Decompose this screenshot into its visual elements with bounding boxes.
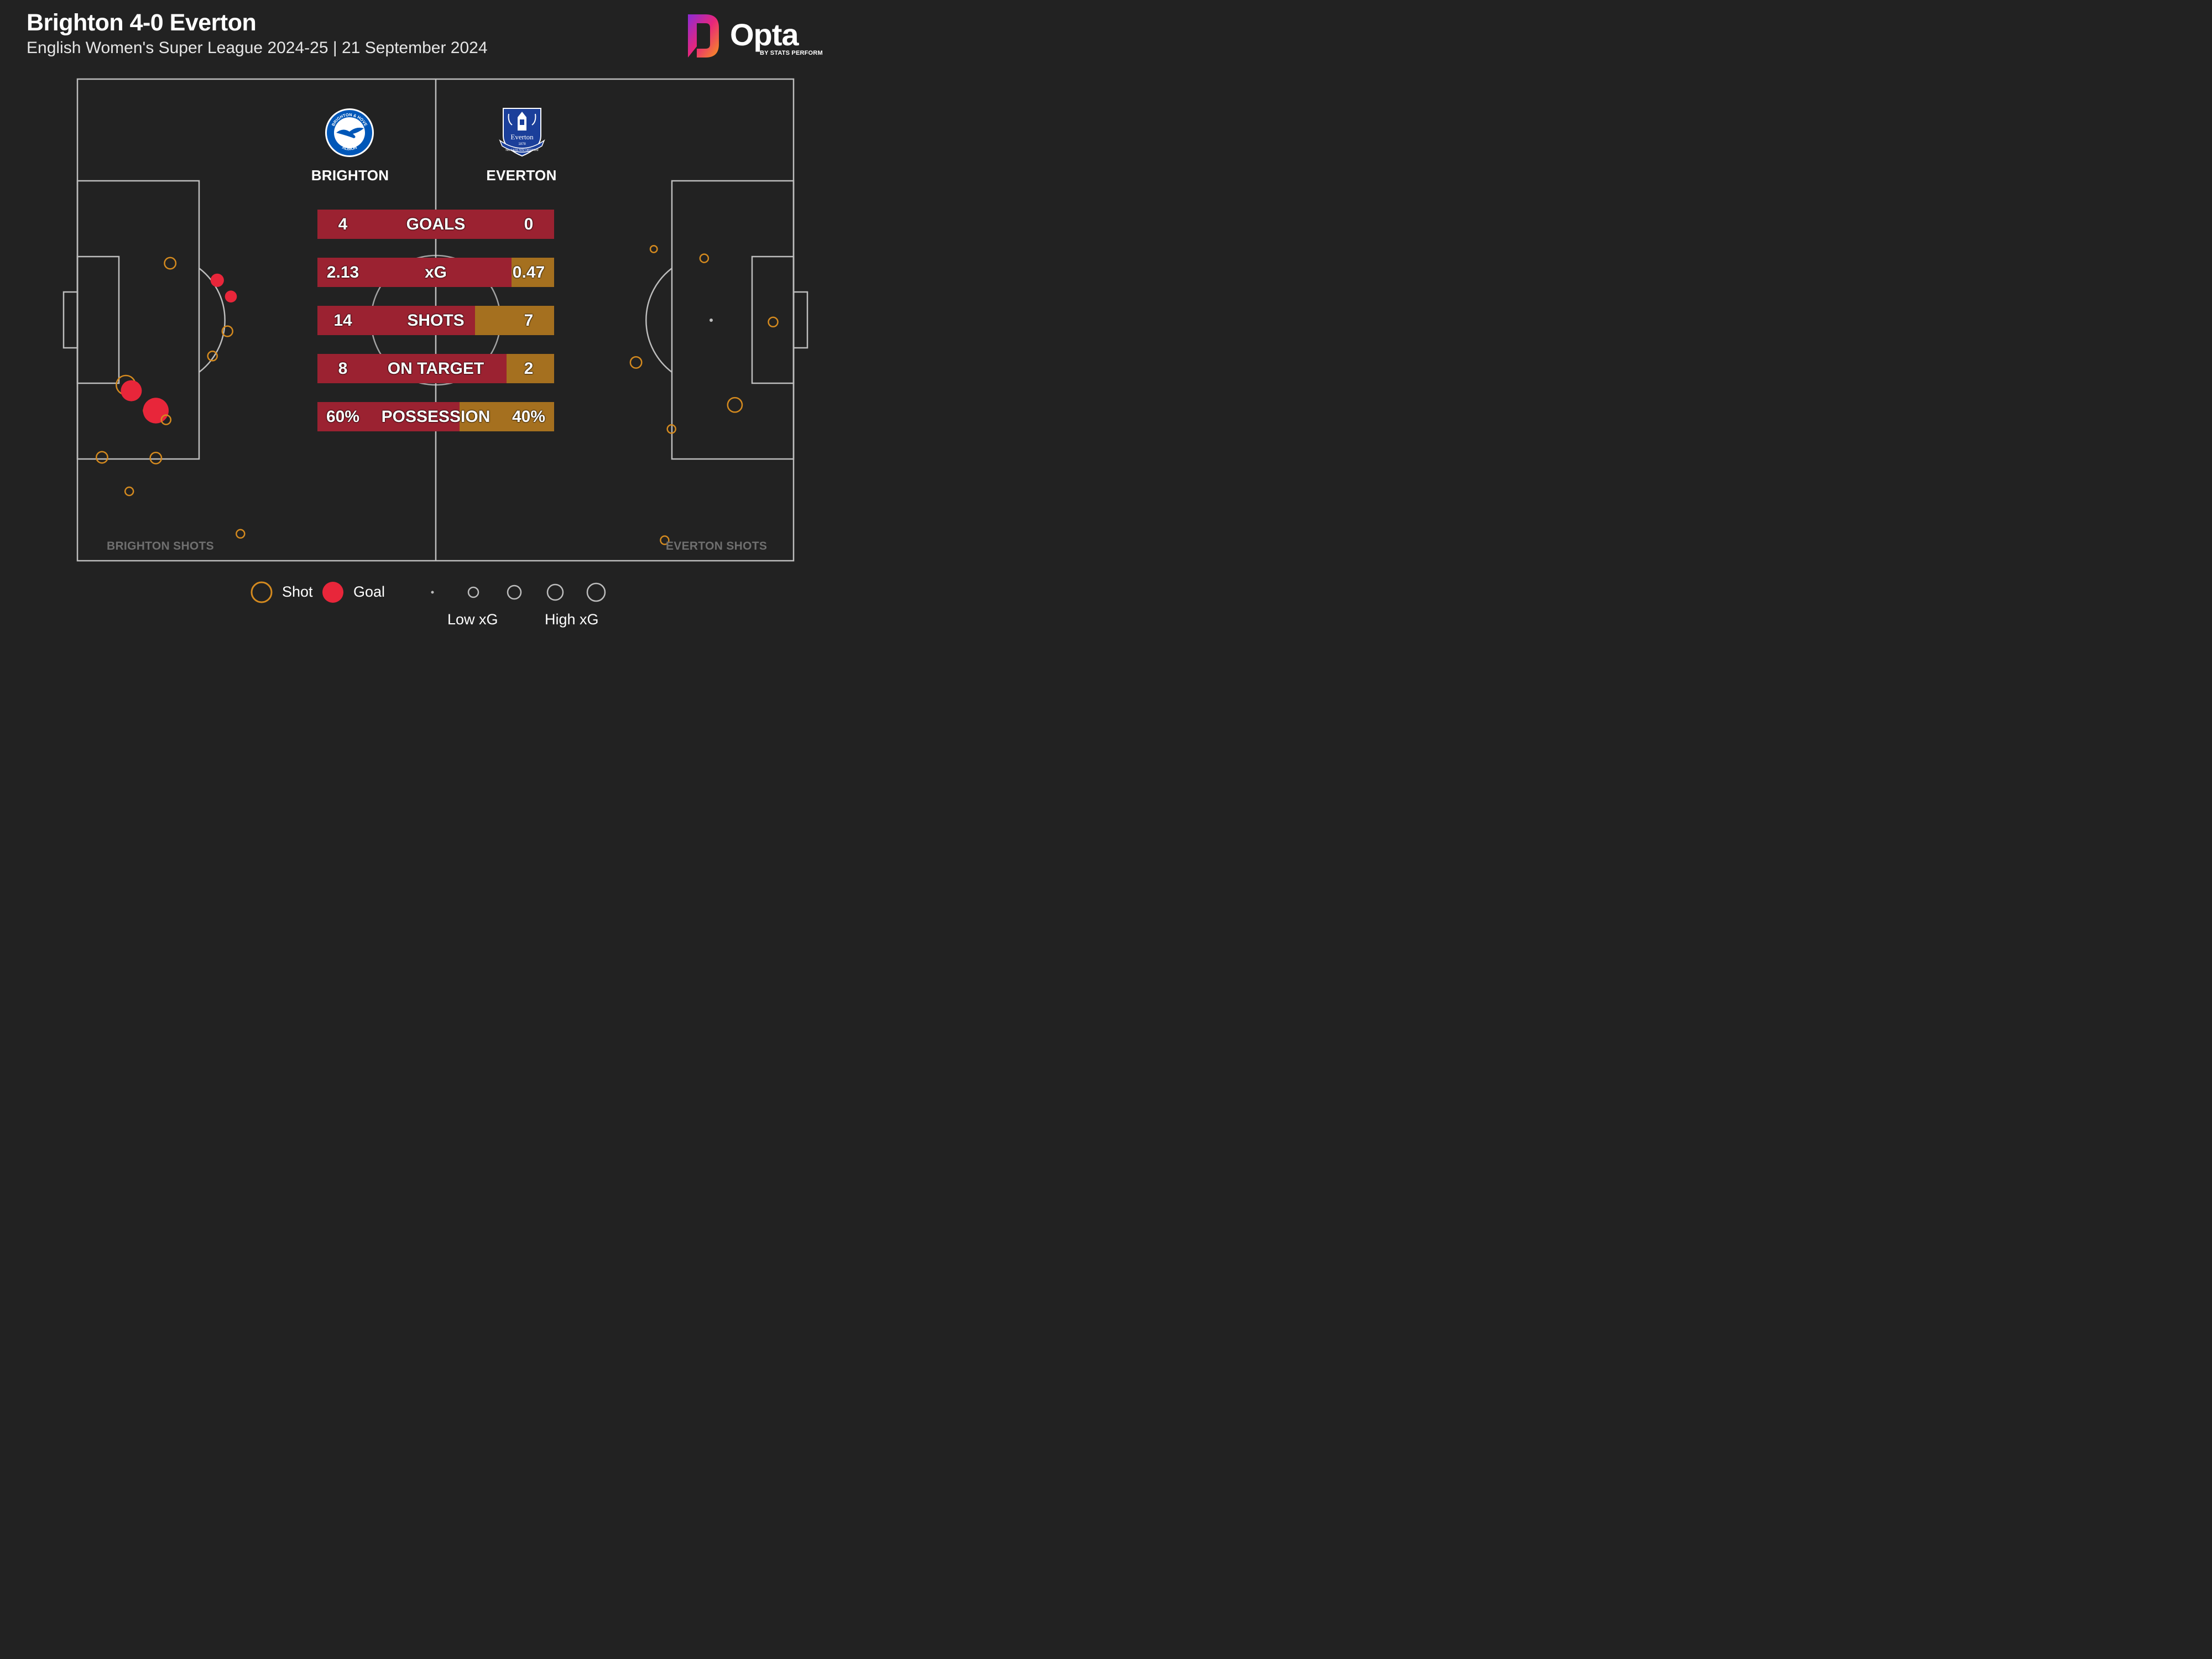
away-shot [768, 316, 779, 328]
away-team-label: EVERTON [486, 167, 557, 184]
stat-label: POSSESSION [381, 408, 491, 426]
stat-bar-home [317, 210, 554, 239]
shots-layer [95, 244, 779, 545]
stat-bar-home [317, 258, 512, 287]
stat-bar-home [317, 354, 507, 383]
brighton-crest-icon: BRIGHTON & HOVE ALBION [325, 108, 374, 157]
legend-low-xg-label: Low xG [447, 611, 498, 628]
away-six-yard-box [751, 255, 795, 384]
stat-value-away: 40% [512, 408, 546, 426]
away-shots-label: EVERTON SHOTS [666, 540, 768, 552]
stat-value-away: 0.47 [512, 263, 545, 281]
home-shot [149, 451, 163, 465]
everton-crest-text: Everton [510, 133, 534, 141]
away-penalty-area [671, 180, 795, 460]
away-shot [649, 244, 658, 253]
away-shot [660, 535, 670, 545]
home-shot [207, 351, 218, 362]
stat-row-shots: 14 SHOTS 7 [317, 306, 554, 335]
legend-size-marker-4 [546, 583, 564, 601]
home-goal [121, 380, 142, 401]
everton-crest-year: 1878 [518, 143, 526, 146]
legend-size-marker-3 [507, 585, 522, 600]
stat-row-xg: 2.13 xG 0.47 [317, 258, 554, 287]
chart-subtitle: English Women's Super League 2024-25 | 2… [27, 39, 488, 57]
stat-value-home: 14 [333, 311, 352, 330]
everton-crest-icon: Everton 1878 NIL SATIS NISI OPTIMUM [499, 108, 545, 157]
stat-value-away: 2 [524, 359, 534, 378]
home-shot [221, 325, 233, 337]
home-shots-label: BRIGHTON SHOTS [107, 540, 214, 552]
away-shot [666, 424, 676, 434]
stat-bar-away [512, 258, 554, 287]
stat-value-home: 2.13 [326, 263, 359, 281]
stat-label: ON TARGET [387, 359, 484, 378]
home-goal [225, 290, 237, 302]
everton-crest-motto: NIL SATIS NISI OPTIMUM [505, 149, 538, 152]
home-shot [236, 529, 246, 539]
stat-label: SHOTS [407, 311, 465, 330]
legend-high-xg-label: High xG [545, 611, 599, 628]
legend-size-marker-2 [467, 586, 479, 598]
stat-bar-away [460, 402, 554, 431]
away-penalty-arc [645, 268, 672, 373]
home-team-label: BRIGHTON [311, 167, 389, 184]
stat-label: GOALS [406, 215, 466, 233]
stat-bar-away [507, 354, 554, 383]
opta-logo: Opta BY STATS PERFORM [680, 12, 824, 61]
stat-value-home: 4 [338, 215, 348, 233]
away-penalty-spot [709, 319, 713, 322]
opta-mark-icon [688, 14, 719, 58]
away-shot [727, 397, 743, 413]
home-six-yard-box [76, 255, 120, 384]
legend-size-marker-1 [431, 591, 434, 594]
stat-value-away: 0 [524, 215, 534, 233]
away-shot [629, 356, 643, 369]
stat-row-possession: 60% POSSESSION 40% [317, 402, 554, 431]
stat-bar-away [475, 306, 554, 335]
home-shot [164, 257, 177, 270]
legend-size-marker-5 [586, 582, 606, 602]
stat-bar-home [317, 402, 460, 431]
home-goal [210, 273, 224, 287]
legend-shot-label: Shot [282, 583, 313, 600]
home-shot [95, 451, 108, 464]
legend-layer [251, 581, 606, 603]
chart-title: Brighton 4-0 Everton [27, 9, 257, 36]
home-shot [160, 414, 172, 425]
stat-bar-home [317, 306, 475, 335]
svg-text:ALBION: ALBION [341, 145, 357, 152]
stat-label: xG [424, 263, 447, 281]
away-shot [699, 253, 709, 263]
stat-value-home: 60% [326, 408, 360, 426]
opta-wordmark: Opta [730, 17, 799, 52]
home-goal [143, 398, 169, 424]
home-goal [62, 291, 79, 349]
legend-goal-label: Goal [353, 583, 385, 600]
stat-row-on-target: 8 ON TARGET 2 [317, 354, 554, 383]
opta-byline: BY STATS PERFORM [760, 50, 823, 56]
brighton-crest-bottom-text: ALBION [341, 145, 357, 152]
legend-shot-marker [251, 581, 273, 603]
legend-goal-marker [322, 582, 343, 603]
home-shot [124, 486, 134, 497]
stat-row-goals: 4 GOALS 0 [317, 210, 554, 239]
home-penalty-area [76, 180, 200, 460]
away-goal [792, 291, 808, 349]
stat-value-home: 8 [338, 359, 348, 378]
stat-value-away: 7 [524, 311, 534, 330]
